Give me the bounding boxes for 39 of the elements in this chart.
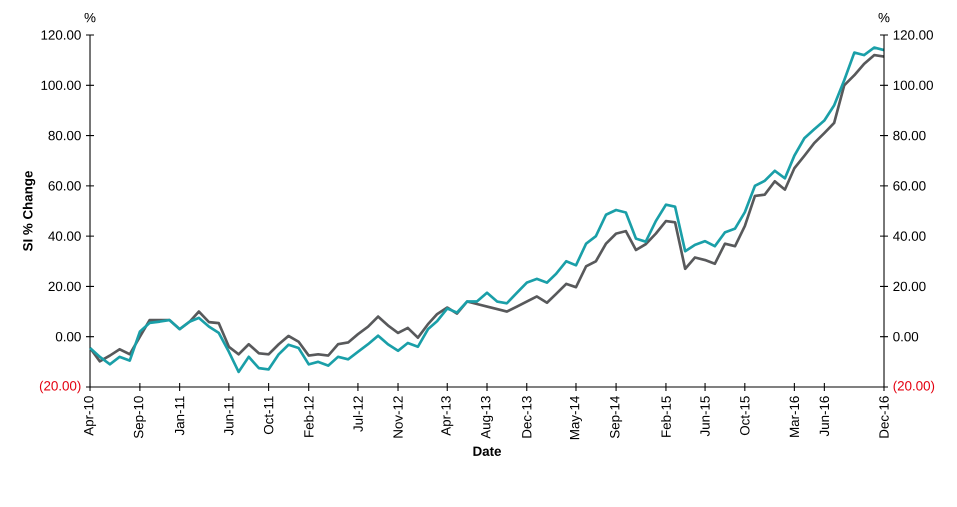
y2-tick-label: 60.00 [893, 181, 926, 191]
y2-tick-label: 20.00 [893, 282, 926, 292]
y2-tick-label: 80.00 [893, 130, 926, 140]
x-tick-label: Dec-16 [879, 396, 889, 438]
y-tick-label: 20.00 [48, 282, 81, 292]
x-tick-label: Sep-10 [134, 396, 146, 438]
y-tick-label: 80.00 [48, 130, 81, 140]
x-tick-label: Apr-10 [84, 396, 96, 436]
y2-tick-label: 100.00 [894, 80, 933, 90]
x-tick-label: Jun-16 [820, 396, 830, 436]
y-tick-label: 0.00 [56, 332, 81, 342]
x-tick-label: Mar-16 [790, 396, 800, 437]
x-tick-label: Jun-15 [700, 396, 710, 436]
x-tick-label: Feb-15 [661, 396, 671, 437]
y-tick-label: 40.00 [48, 231, 81, 241]
x-tick-label: May-14 [570, 396, 582, 440]
y-tick-label: 60.00 [48, 181, 81, 191]
text: % [878, 12, 890, 22]
x-tick-label: Dec-13 [522, 396, 532, 438]
y2-tick-label: 40.00 [893, 231, 926, 241]
x-tick-label: Apr-13 [441, 396, 454, 436]
y-tick-label: 100.00 [42, 80, 81, 90]
y-axis-title: SI % Change [22, 171, 36, 251]
y2-tick-label: (20.00) [894, 380, 934, 394]
x-tick-label: Jul-12 [353, 396, 363, 432]
x-tick-label: Jan-11 [174, 396, 184, 436]
x-tick-label: Oct-11 [264, 396, 274, 434]
x-tick-label: Nov-12 [393, 396, 403, 438]
x-tick-label: Aug-13 [480, 396, 494, 439]
x-tick-label: Sep-14 [610, 396, 622, 438]
y2-tick-label: 120.00 [894, 30, 933, 40]
y-tick-label: (20.00) [40, 380, 80, 394]
x-tick-label: Jun-11 [224, 396, 234, 436]
y2-tick-label: 0.00 [893, 332, 918, 342]
x-axis-title: Date [473, 446, 501, 456]
x-tick-label: Feb-12 [304, 396, 314, 437]
x-tick-label: Oct-15 [740, 396, 750, 436]
text: % [84, 12, 96, 22]
y-tick-label: 120.00 [42, 30, 81, 40]
